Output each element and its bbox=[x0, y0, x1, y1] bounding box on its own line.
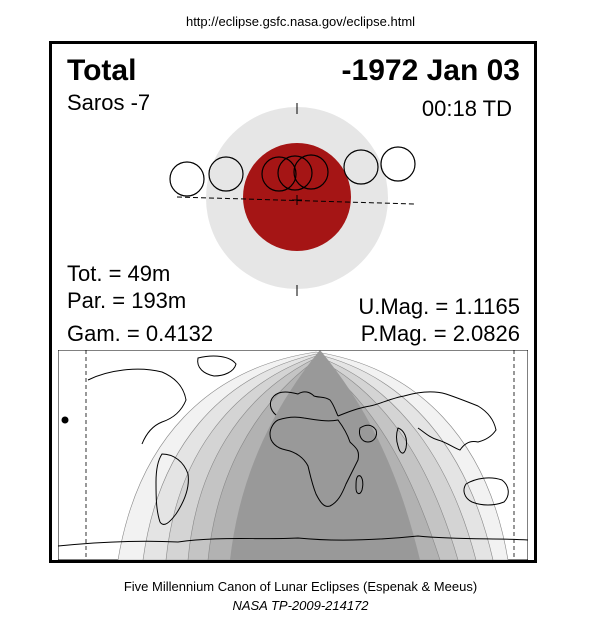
moon-contact-p4 bbox=[380, 146, 416, 182]
coast-south-america bbox=[155, 453, 189, 525]
umbral-magnitude: U.Mag. = 1.1165 bbox=[358, 294, 520, 319]
coast-north-america bbox=[87, 368, 187, 445]
total-eclipse-visibility-area bbox=[230, 350, 420, 560]
saros-label: Saros -7 bbox=[67, 90, 151, 115]
totality-duration: Tot. = 49m bbox=[67, 261, 171, 286]
canon-citation: Five Millennium Canon of Lunar Eclipses … bbox=[123, 579, 478, 594]
coast-europe bbox=[269, 391, 339, 417]
moon-contact-p3 bbox=[343, 149, 379, 185]
gamma-value: Gam. = 0.4132 bbox=[67, 321, 214, 346]
eclipse-time: 00:18 TD bbox=[421, 96, 512, 121]
map-meridian-lines bbox=[85, 350, 515, 560]
penumbral-magnitude: P.Mag. = 2.0826 bbox=[360, 321, 520, 346]
coast-australia bbox=[463, 477, 509, 506]
coast-antarctica bbox=[58, 535, 528, 547]
moon-contact-p1 bbox=[169, 161, 205, 197]
moon-contact-u4 bbox=[293, 154, 329, 190]
moon-contact-u1 bbox=[261, 156, 297, 192]
moon-contact-mid bbox=[277, 155, 313, 191]
coast-arabia bbox=[359, 424, 377, 443]
source-url[interactable]: http://eclipse.gsfc.nasa.gov/eclipse.htm… bbox=[185, 14, 416, 29]
coast-india bbox=[396, 427, 407, 454]
greatest-eclipse-marker bbox=[61, 416, 69, 424]
coast-madagascar bbox=[355, 475, 364, 495]
eclipse-type: Total bbox=[67, 54, 137, 87]
coast-africa bbox=[269, 416, 359, 507]
nasa-report-number: NASA TP-2009-214172 bbox=[232, 598, 369, 613]
moon-contact-p2 bbox=[208, 156, 244, 192]
eclipse-geometry-diagram bbox=[169, 103, 416, 296]
partial-duration: Par. = 193m bbox=[67, 288, 187, 313]
coast-asia bbox=[337, 391, 497, 451]
coast-greenland bbox=[197, 355, 237, 377]
eclipse-date: -1972 Jan 03 bbox=[341, 54, 520, 87]
coastlines bbox=[58, 355, 528, 547]
visibility-map bbox=[58, 350, 528, 560]
eclipse-panel: Total -1972 Jan 03 Saros -7 00:18 TD Tot… bbox=[49, 41, 537, 563]
